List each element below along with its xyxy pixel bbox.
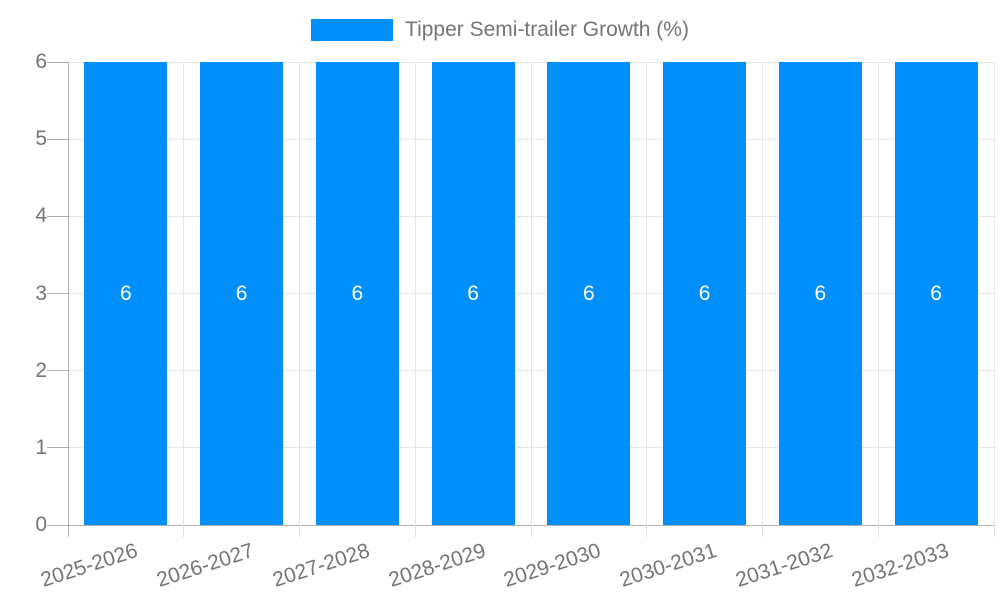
x-axis-tick-label: 2029-2030 xyxy=(501,539,604,592)
x-axis-labels: 2025-2026 2026-2027 2027-2028 2028-2029 2029… xyxy=(38,525,994,600)
v-gridline xyxy=(877,62,879,525)
y-axis-tick-label: 2 xyxy=(35,358,47,382)
y-axis-tick-label: 5 xyxy=(35,127,47,151)
bar-2029-2030[interactable]: 6 xyxy=(547,62,631,525)
bar-2028-2029[interactable]: 6 xyxy=(431,62,515,525)
y-axis-tick-label: 0 xyxy=(35,513,47,536)
legend-item[interactable]: Tipper Semi-trailer Growth (%) xyxy=(311,16,689,44)
v-gridline xyxy=(762,62,763,525)
bar-2030-2031[interactable]: 6 xyxy=(663,62,747,525)
y-tick xyxy=(47,215,68,217)
legend-color-swatch-icon xyxy=(311,19,394,41)
x-axis-tick-label: 2027-2028 xyxy=(269,539,373,592)
bar-value-label: 6 xyxy=(814,281,827,305)
y-tick xyxy=(47,293,68,294)
bar-value-label: 6 xyxy=(235,281,248,305)
v-gridline xyxy=(646,62,648,525)
legend-label: Tipper Semi-trailer Growth (%) xyxy=(405,18,689,41)
y-tick xyxy=(47,61,68,63)
y-tick xyxy=(47,370,68,372)
bar-2026-2027[interactable]: 6 xyxy=(200,62,284,525)
bar-value-label: 6 xyxy=(351,281,364,305)
plot-area: 6 6 6 6 6 6 6 6 xyxy=(47,61,995,537)
x-axis-tick-label: 2028-2029 xyxy=(385,539,489,592)
bar-value-label: 6 xyxy=(698,281,711,305)
y-tick xyxy=(47,524,68,526)
bar-2025-2026[interactable]: 6 xyxy=(84,62,168,525)
v-gridline xyxy=(414,62,416,525)
bar-value-label: 6 xyxy=(930,281,942,305)
bar-2031-2032[interactable]: 6 xyxy=(778,62,862,525)
y-axis-tick-label: 4 xyxy=(35,204,47,228)
x-axis-tick-label: 2032-2033 xyxy=(848,539,952,592)
x-axis-tick-label: 2026-2027 xyxy=(154,539,257,592)
v-gridline xyxy=(299,62,300,525)
bar-value-label: 6 xyxy=(467,281,479,305)
x-axis-tick-label: 2031-2032 xyxy=(732,539,836,592)
y-axis-tick-label: 1 xyxy=(35,435,47,459)
v-gridline xyxy=(993,62,995,525)
y-axis-tick-label: 6 xyxy=(35,50,47,73)
y-tick xyxy=(47,138,68,140)
bar-value-label: 6 xyxy=(120,281,132,305)
v-gridline xyxy=(183,62,185,525)
y-axis-line xyxy=(67,62,69,537)
y-tick xyxy=(47,447,68,449)
x-axis-tick-label: 2030-2031 xyxy=(617,539,720,592)
y-axis-labels: 0 1 2 3 4 5 6 xyxy=(0,50,47,536)
bar-value-label: 6 xyxy=(583,281,595,305)
y-axis-tick-label: 3 xyxy=(35,281,47,305)
bar-2027-2028[interactable]: 6 xyxy=(315,62,399,525)
v-gridline xyxy=(530,62,532,525)
x-axis-tick-label: 2025-2026 xyxy=(38,539,141,592)
bar-2032-2033[interactable]: 6 xyxy=(894,62,978,525)
legend: Tipper Semi-trailer Growth (%) xyxy=(0,16,1000,44)
